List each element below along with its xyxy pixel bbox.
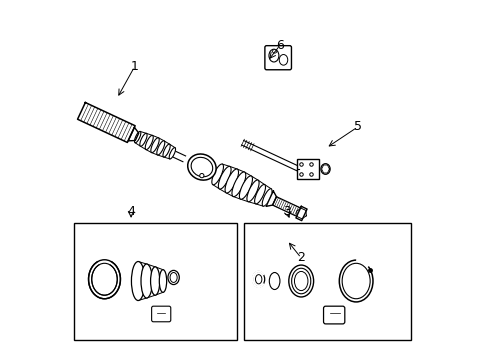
- Ellipse shape: [239, 176, 252, 199]
- Ellipse shape: [255, 275, 262, 284]
- Polygon shape: [295, 206, 306, 221]
- Ellipse shape: [140, 133, 147, 146]
- FancyBboxPatch shape: [151, 306, 170, 322]
- Ellipse shape: [291, 268, 310, 294]
- Text: 2: 2: [297, 252, 305, 265]
- Ellipse shape: [218, 166, 231, 189]
- Text: 4: 4: [127, 206, 135, 219]
- Ellipse shape: [159, 270, 166, 292]
- Ellipse shape: [131, 261, 144, 301]
- Ellipse shape: [170, 273, 177, 283]
- Ellipse shape: [88, 260, 120, 299]
- Ellipse shape: [187, 154, 216, 180]
- Ellipse shape: [269, 273, 279, 289]
- Bar: [74, 222, 237, 339]
- Ellipse shape: [254, 184, 265, 204]
- Ellipse shape: [191, 157, 212, 177]
- Ellipse shape: [288, 265, 313, 297]
- Ellipse shape: [199, 174, 203, 178]
- Ellipse shape: [272, 50, 276, 53]
- Polygon shape: [272, 197, 300, 216]
- Ellipse shape: [141, 264, 152, 298]
- Ellipse shape: [150, 138, 159, 153]
- Polygon shape: [128, 127, 139, 141]
- Ellipse shape: [231, 172, 245, 197]
- Ellipse shape: [262, 189, 271, 206]
- Ellipse shape: [339, 260, 372, 302]
- Ellipse shape: [294, 271, 307, 291]
- Ellipse shape: [134, 131, 141, 143]
- FancyBboxPatch shape: [264, 46, 291, 70]
- Ellipse shape: [224, 169, 238, 193]
- Ellipse shape: [167, 270, 179, 284]
- Ellipse shape: [157, 141, 164, 155]
- Polygon shape: [265, 191, 276, 206]
- Ellipse shape: [246, 180, 259, 202]
- Polygon shape: [78, 103, 135, 143]
- Bar: [297, 159, 319, 179]
- Ellipse shape: [268, 49, 278, 62]
- Text: 5: 5: [353, 120, 361, 133]
- Ellipse shape: [342, 263, 369, 299]
- Ellipse shape: [320, 164, 329, 174]
- Text: 6: 6: [275, 39, 284, 52]
- Text: 1: 1: [130, 60, 138, 73]
- Ellipse shape: [252, 271, 264, 287]
- Ellipse shape: [145, 135, 153, 150]
- Ellipse shape: [163, 144, 170, 157]
- FancyBboxPatch shape: [323, 306, 344, 324]
- Ellipse shape: [279, 54, 287, 65]
- Text: 3: 3: [283, 206, 290, 219]
- Bar: [244, 222, 410, 339]
- Ellipse shape: [169, 148, 175, 159]
- Ellipse shape: [92, 263, 117, 295]
- Ellipse shape: [211, 164, 223, 185]
- Ellipse shape: [150, 267, 160, 295]
